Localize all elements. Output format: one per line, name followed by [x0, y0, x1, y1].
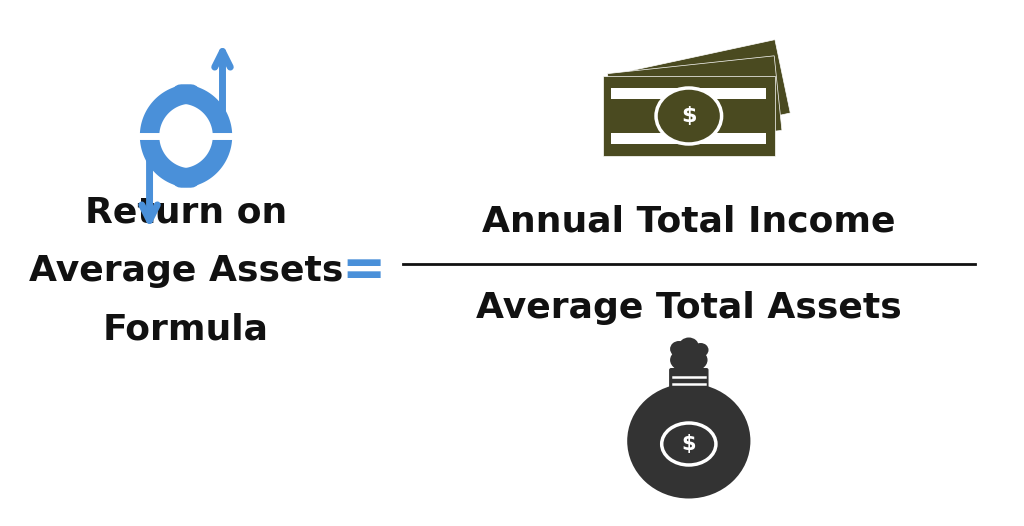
Text: $: $ — [681, 106, 696, 126]
Text: $: $ — [175, 122, 197, 150]
Polygon shape — [611, 133, 766, 144]
Ellipse shape — [662, 423, 716, 465]
Text: Average Total Assets: Average Total Assets — [476, 291, 902, 325]
Polygon shape — [607, 56, 782, 148]
Ellipse shape — [670, 348, 708, 372]
Polygon shape — [602, 76, 775, 156]
Polygon shape — [611, 88, 766, 99]
Text: =: = — [341, 245, 386, 297]
Ellipse shape — [693, 343, 709, 357]
Ellipse shape — [670, 341, 688, 357]
Text: Average Assets: Average Assets — [29, 254, 343, 288]
Ellipse shape — [679, 338, 698, 355]
Text: Return on: Return on — [85, 196, 287, 230]
Text: Formula: Formula — [103, 312, 269, 346]
Ellipse shape — [627, 383, 751, 499]
Polygon shape — [611, 39, 791, 148]
Text: $: $ — [682, 434, 696, 454]
Text: Annual Total Income: Annual Total Income — [482, 204, 896, 238]
Ellipse shape — [656, 88, 722, 144]
FancyBboxPatch shape — [669, 368, 709, 390]
